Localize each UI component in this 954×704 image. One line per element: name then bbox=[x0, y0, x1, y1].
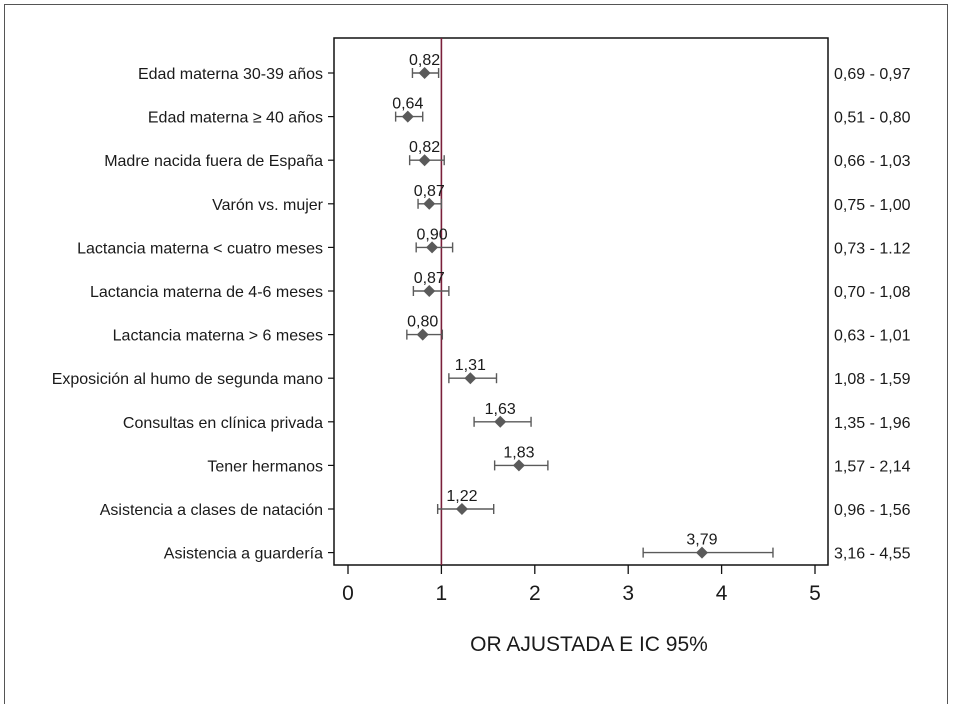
x-tick-label: 5 bbox=[809, 582, 821, 605]
x-tick-label: 1 bbox=[436, 582, 448, 605]
forest-row: Lactancia materna < cuatro meses 0,90 0,73… bbox=[77, 226, 911, 257]
or-label: 0,82 bbox=[409, 139, 440, 156]
or-label: 1,31 bbox=[455, 357, 486, 374]
or-marker bbox=[494, 415, 507, 428]
row-label: Lactancia materna > 6 meses bbox=[113, 328, 323, 345]
forest-row: Asistencia a clases de natación 1,22 0,96 … bbox=[100, 488, 911, 519]
ci-label: 0,63 - 1,01 bbox=[834, 328, 911, 345]
row-label: Consultas en clínica privada bbox=[123, 415, 323, 432]
forest-row: Consultas en clínica privada 1,63 1,35 - 1… bbox=[123, 401, 911, 432]
or-marker bbox=[464, 372, 477, 385]
row-label: Lactancia materna de 4-6 meses bbox=[90, 284, 323, 301]
ci-label: 0,75 - 1,00 bbox=[834, 197, 911, 214]
or-label: 0,80 bbox=[407, 314, 438, 331]
x-tick-label: 0 bbox=[342, 582, 354, 605]
forest-row: Madre nacida fuera de España 0,82 0,66 - 1… bbox=[104, 139, 910, 170]
ci-label: 1,57 - 2,14 bbox=[834, 458, 911, 475]
or-label: 0,90 bbox=[416, 226, 447, 243]
forest-row: Varón vs. mujer 0,87 0,75 - 1,00 bbox=[212, 183, 910, 214]
row-label: Tener hermanos bbox=[207, 458, 323, 475]
forest-row: Edad materna 30-39 años 0,82 0,69 - 0,97 bbox=[138, 52, 911, 83]
or-label: 0,64 bbox=[392, 96, 423, 113]
x-axis-title: OR AJUSTADA E IC 95% bbox=[470, 633, 708, 656]
forest-row: Edad materna ≥ 40 años 0,64 0,51 - 0,80 bbox=[148, 96, 911, 127]
plot-area bbox=[333, 37, 829, 566]
or-marker bbox=[418, 67, 431, 79]
or-label: 0,87 bbox=[414, 183, 445, 200]
or-label: 1,63 bbox=[485, 401, 516, 418]
x-tick-label: 2 bbox=[529, 582, 541, 605]
row-label: Lactancia materna < cuatro meses bbox=[77, 240, 323, 257]
forest-row: Lactancia materna > 6 meses 0,80 0,63 - 1,… bbox=[113, 314, 911, 345]
or-marker bbox=[426, 241, 439, 254]
row-label: Asistencia a guardería bbox=[164, 546, 323, 563]
or-label: 1,22 bbox=[446, 488, 477, 505]
row-label: Edad materna 30-39 años bbox=[138, 66, 323, 83]
x-tick-label: 3 bbox=[622, 582, 634, 605]
or-marker bbox=[423, 197, 436, 210]
row-label: Exposición al humo de segunda mano bbox=[52, 371, 323, 388]
ci-label: 0,73 - 1.12 bbox=[834, 240, 911, 257]
or-label: 0,87 bbox=[414, 270, 445, 287]
or-label: 0,82 bbox=[409, 52, 440, 69]
or-marker bbox=[418, 154, 431, 167]
or-marker bbox=[416, 328, 429, 341]
x-tick-label: 4 bbox=[716, 582, 728, 605]
ci-label: 1,08 - 1,59 bbox=[834, 371, 911, 388]
or-marker bbox=[512, 459, 525, 472]
forest-row: Tener hermanos 1,83 1,57 - 2,14 bbox=[207, 444, 910, 475]
or-marker bbox=[455, 503, 468, 515]
forest-row: Lactancia materna de 4-6 meses 0,87 0,70 -… bbox=[90, 270, 911, 301]
ci-label: 0,51 - 0,80 bbox=[834, 110, 911, 127]
or-marker bbox=[401, 110, 414, 123]
forest-row: Asistencia a guardería 3,79 3,16 - 4,55 bbox=[164, 532, 911, 563]
ci-label: 3,16 - 4,55 bbox=[834, 546, 911, 563]
row-label: Asistencia a clases de natación bbox=[100, 502, 323, 519]
or-marker bbox=[695, 546, 708, 559]
or-label: 3,79 bbox=[686, 532, 717, 549]
row-label: Edad materna ≥ 40 años bbox=[148, 110, 323, 127]
row-label: Madre nacida fuera de España bbox=[104, 153, 323, 170]
x-axis: 0 1 2 3 4 5 bbox=[342, 565, 821, 605]
row-label: Varón vs. mujer bbox=[212, 197, 324, 214]
or-marker bbox=[423, 285, 436, 297]
or-label: 1,83 bbox=[503, 444, 534, 461]
forest-row: Exposición al humo de segunda mano 1,31 1,… bbox=[52, 357, 911, 388]
figure-frame bbox=[4, 4, 948, 704]
ci-label: 0,66 - 1,03 bbox=[834, 153, 911, 170]
ci-label: 0,96 - 1,56 bbox=[834, 502, 911, 519]
ci-label: 1,35 - 1,96 bbox=[834, 415, 911, 432]
ci-label: 0,69 - 0,97 bbox=[834, 66, 911, 83]
ci-label: 0,70 - 1,08 bbox=[834, 284, 911, 301]
